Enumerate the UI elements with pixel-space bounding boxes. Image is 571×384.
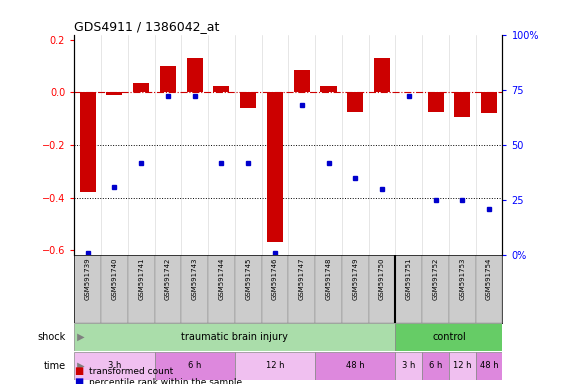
Bar	[155, 255, 182, 323]
Bar	[342, 255, 369, 323]
Text: shock: shock	[38, 332, 66, 342]
Text: 48 h: 48 h	[346, 361, 364, 370]
Bar	[74, 352, 155, 379]
Bar	[449, 352, 476, 379]
Text: 12 h: 12 h	[453, 361, 472, 370]
Bar	[481, 93, 497, 113]
Bar	[74, 255, 101, 323]
Bar	[240, 93, 256, 108]
Bar	[449, 255, 476, 323]
Bar	[106, 93, 122, 95]
Bar	[267, 93, 283, 242]
Bar	[74, 323, 395, 351]
Text: GSM591742: GSM591742	[165, 257, 171, 300]
Bar	[395, 352, 422, 379]
Bar	[187, 58, 203, 93]
Bar	[320, 86, 336, 93]
Bar	[347, 93, 363, 112]
Text: time: time	[43, 361, 66, 371]
Text: traumatic brain injury: traumatic brain injury	[182, 332, 288, 342]
Bar	[428, 93, 444, 112]
Bar	[262, 255, 288, 323]
Text: GSM591741: GSM591741	[138, 257, 144, 300]
Bar	[128, 255, 155, 323]
Bar	[422, 352, 449, 379]
Bar	[79, 93, 96, 192]
Bar	[214, 86, 230, 93]
Bar	[293, 70, 309, 93]
Bar	[395, 255, 422, 323]
Text: GSM591740: GSM591740	[111, 257, 118, 300]
Bar	[476, 352, 502, 379]
Text: GSM591753: GSM591753	[459, 257, 465, 300]
Bar	[422, 255, 449, 323]
Text: transformed count: transformed count	[89, 367, 173, 376]
Text: GSM591749: GSM591749	[352, 257, 358, 300]
Text: 6 h: 6 h	[429, 361, 443, 370]
Text: 3 h: 3 h	[402, 361, 416, 370]
Bar	[315, 255, 342, 323]
Text: GSM591748: GSM591748	[325, 257, 332, 300]
Text: 6 h: 6 h	[188, 361, 202, 370]
Text: ■: ■	[74, 377, 83, 384]
Text: ■: ■	[74, 366, 83, 376]
Bar	[133, 83, 149, 93]
Text: GSM591743: GSM591743	[192, 257, 198, 300]
Text: 12 h: 12 h	[266, 361, 284, 370]
Bar	[101, 255, 128, 323]
Bar	[455, 93, 471, 118]
Bar	[182, 255, 208, 323]
Text: GDS4911 / 1386042_at: GDS4911 / 1386042_at	[74, 20, 220, 33]
Bar	[369, 255, 395, 323]
Text: GSM591739: GSM591739	[85, 257, 91, 300]
Bar	[208, 255, 235, 323]
Text: GSM591752: GSM591752	[433, 257, 439, 300]
Text: GSM591751: GSM591751	[406, 257, 412, 300]
Bar	[155, 352, 235, 379]
Text: percentile rank within the sample: percentile rank within the sample	[89, 377, 242, 384]
Text: 48 h: 48 h	[480, 361, 498, 370]
Text: GSM591746: GSM591746	[272, 257, 278, 300]
Bar	[374, 58, 390, 93]
Text: GSM591744: GSM591744	[219, 257, 224, 300]
Bar	[160, 66, 176, 93]
Bar	[235, 352, 315, 379]
Bar	[315, 352, 395, 379]
Text: 3 h: 3 h	[108, 361, 121, 370]
Bar	[395, 323, 502, 351]
Text: GSM591750: GSM591750	[379, 257, 385, 300]
Bar	[476, 255, 502, 323]
Bar	[288, 255, 315, 323]
Text: ▶: ▶	[74, 361, 85, 371]
Text: GSM591747: GSM591747	[299, 257, 305, 300]
Text: GSM591745: GSM591745	[245, 257, 251, 300]
Text: GSM591754: GSM591754	[486, 257, 492, 300]
Text: ▶: ▶	[74, 332, 85, 342]
Bar	[235, 255, 262, 323]
Text: control: control	[432, 332, 466, 342]
